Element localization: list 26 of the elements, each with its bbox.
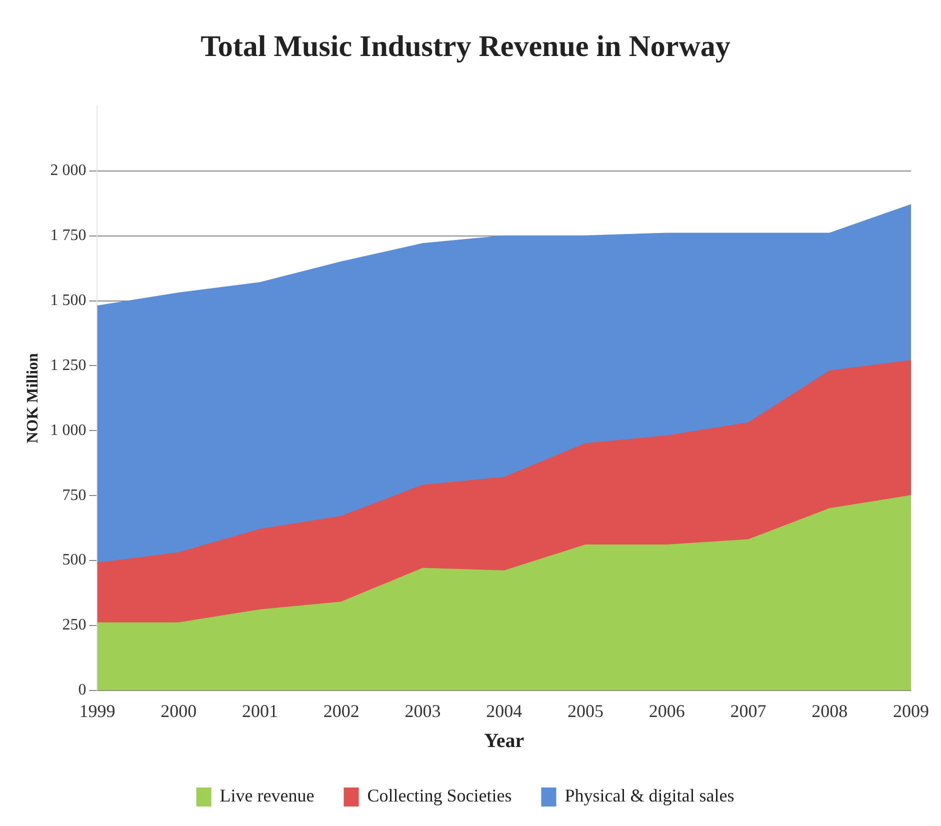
x-axis-title: Year xyxy=(484,730,524,752)
x-tick-label: 2000 xyxy=(160,700,197,721)
x-tick-label: 2004 xyxy=(486,700,522,721)
x-tick-label: 2007 xyxy=(730,700,766,721)
x-tick-label: 2001 xyxy=(242,700,278,721)
y-tick-label: 250 xyxy=(62,616,86,634)
y-tick-label: 2 000 xyxy=(50,162,86,180)
legend-label: Live revenue xyxy=(220,786,314,806)
y-tick-label: 1 500 xyxy=(50,292,86,310)
x-tick-label: 2002 xyxy=(323,700,360,721)
x-tick-label: 2006 xyxy=(648,700,685,721)
x-tick-label: 2008 xyxy=(812,700,848,721)
y-tick-label: 0 xyxy=(78,682,86,699)
y-tick-label: 750 xyxy=(62,486,86,504)
legend-label: Physical & digital sales xyxy=(564,786,734,806)
y-axis-title: NOK Million xyxy=(24,352,42,444)
x-tick-label: 2003 xyxy=(404,700,441,721)
x-tick-label: 2009 xyxy=(893,700,929,721)
chart-title: Total Music Industry Revenue in Norway xyxy=(200,30,730,63)
y-tick-label: 1 250 xyxy=(50,356,86,374)
y-tick-label: 1 000 xyxy=(50,422,86,439)
legend-label: Collecting Societies xyxy=(367,786,512,806)
x-tick-label: 1999 xyxy=(79,700,116,721)
y-tick-label: 1 750 xyxy=(50,227,86,244)
x-tick-label: 2005 xyxy=(567,700,604,721)
y-tick-label: 500 xyxy=(62,552,86,569)
